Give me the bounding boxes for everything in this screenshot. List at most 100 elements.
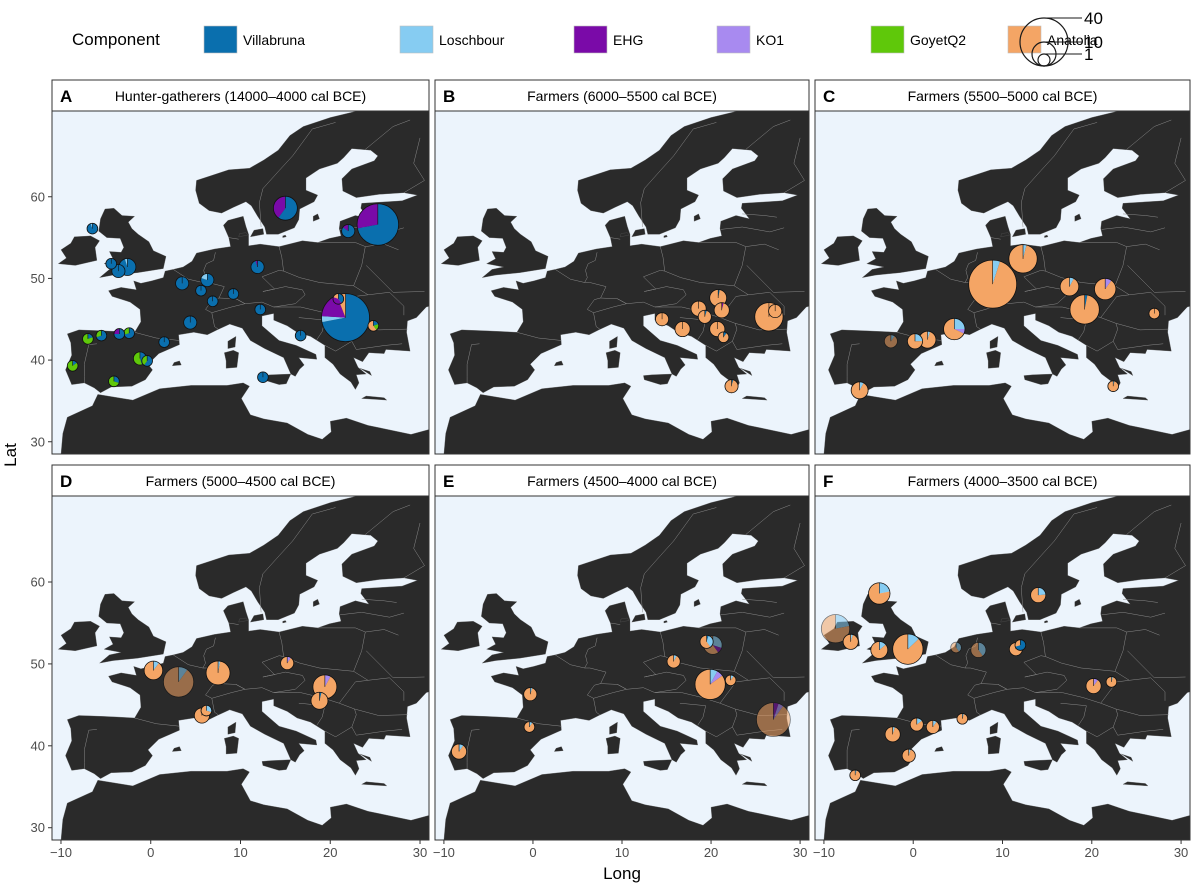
pie-marker xyxy=(175,276,190,291)
pie-slice xyxy=(1093,678,1099,687)
pie-slice xyxy=(321,295,346,318)
panel-title: Farmers (5000–4500 cal BCE) xyxy=(146,473,336,489)
pie-slice xyxy=(870,641,888,659)
size-legend-label: 40 xyxy=(1084,9,1103,28)
map-body xyxy=(435,111,809,454)
legend-swatch xyxy=(1007,25,1042,54)
pie-slice xyxy=(1084,294,1088,310)
pie-slice xyxy=(200,273,214,287)
panel-strip xyxy=(51,79,430,112)
panel-grid: A Hunter-gatherers (14000–4000 cal BCE) 30… xyxy=(31,79,1191,860)
pie-marker xyxy=(925,719,940,734)
panel-letter: C xyxy=(823,87,835,106)
pie-outline xyxy=(227,288,240,300)
pie-marker xyxy=(341,224,356,239)
pie-marker xyxy=(820,614,851,644)
panel-d: D Farmers (5000–4500 cal BCE) 30 40 50 60 −10 0… xyxy=(31,464,430,860)
pie-slice xyxy=(978,642,986,657)
pie-marker xyxy=(294,329,307,342)
x-tick-label: 30 xyxy=(1174,845,1188,860)
land xyxy=(52,496,429,840)
panel-letter: A xyxy=(60,87,72,106)
panel-title: Hunter-gatherers (14000–4000 cal BCE) xyxy=(115,88,366,104)
panel-title: Farmers (5500–5000 cal BCE) xyxy=(908,88,1098,104)
pie-marker xyxy=(206,295,219,308)
pie-slice xyxy=(712,635,723,648)
land xyxy=(52,111,429,454)
legend-label: Loschbour xyxy=(439,32,505,48)
pie-marker xyxy=(870,641,889,659)
legend-title: Component xyxy=(72,30,160,49)
pie-marker xyxy=(884,726,901,743)
pie-slice xyxy=(373,320,379,326)
x-tick-label: 30 xyxy=(793,845,807,860)
pie-slice xyxy=(850,634,854,642)
x-tick-label: 10 xyxy=(233,845,247,860)
pie-slice xyxy=(175,276,189,290)
legend-swatch xyxy=(716,25,751,54)
panel-title: Farmers (6000–5500 cal BCE) xyxy=(527,88,717,104)
pie-slice xyxy=(710,669,718,685)
land xyxy=(435,496,809,840)
pie-marker xyxy=(850,381,869,400)
pie-slice xyxy=(163,666,194,698)
pie-marker xyxy=(968,259,1018,309)
pie-slice xyxy=(768,304,782,318)
pie-marker xyxy=(655,312,670,327)
pie-slice xyxy=(849,769,861,781)
pie-marker xyxy=(717,331,730,343)
pie-slice xyxy=(902,749,916,763)
pie-marker xyxy=(143,660,164,681)
pie-marker xyxy=(943,317,966,341)
legend-item: Anatolia xyxy=(1007,25,1098,54)
x-tick-label: 10 xyxy=(995,845,1009,860)
pie-slice xyxy=(206,705,212,713)
pie-slice xyxy=(926,720,940,734)
pie-slice xyxy=(700,635,711,649)
panel-frame xyxy=(434,110,810,455)
pie-marker xyxy=(756,702,791,737)
pie-outline xyxy=(1030,587,1047,604)
y-tick-label: 50 xyxy=(31,656,45,671)
pie-outline xyxy=(756,702,791,737)
pie-slice xyxy=(884,334,898,348)
pie-marker xyxy=(724,674,737,687)
pie-slice xyxy=(324,674,331,687)
pie-slice xyxy=(287,656,292,664)
pie-marker xyxy=(162,666,195,698)
pie-outline xyxy=(206,295,219,308)
pie-slice xyxy=(992,260,1001,285)
pie-slice xyxy=(96,330,102,338)
pie-slice xyxy=(178,666,188,682)
pie-outline xyxy=(141,355,153,367)
panel-letter: F xyxy=(823,472,833,491)
x-tick-label: −10 xyxy=(433,845,455,860)
pie-slice xyxy=(907,333,923,349)
pie-marker xyxy=(272,195,298,221)
pie-marker xyxy=(849,769,861,782)
pie-marker xyxy=(205,660,231,686)
pie-slice xyxy=(273,196,286,218)
y-tick-label: 30 xyxy=(31,820,45,835)
pie-slice xyxy=(1023,244,1027,259)
pie-marker xyxy=(709,289,728,307)
pie-slice xyxy=(706,635,714,648)
legend-item: EHG xyxy=(573,25,643,54)
pie-slice xyxy=(218,660,221,673)
x-tick-label: 30 xyxy=(413,845,427,860)
size-legend-label: 10 xyxy=(1084,33,1103,52)
country-borders xyxy=(466,119,805,383)
x-tick-label: −10 xyxy=(50,845,72,860)
x-tick-label: 20 xyxy=(1085,845,1099,860)
pie-slice xyxy=(892,726,896,735)
pie-slice xyxy=(1008,244,1038,274)
pie-marker xyxy=(699,634,714,649)
pie-slice xyxy=(255,260,258,267)
x-tick-label: 0 xyxy=(910,845,917,860)
pie-slice xyxy=(718,289,720,299)
x-tick-label: 0 xyxy=(529,845,536,860)
pie-slice xyxy=(333,293,339,299)
pie-slice xyxy=(885,726,901,742)
pie-slice xyxy=(859,381,864,391)
